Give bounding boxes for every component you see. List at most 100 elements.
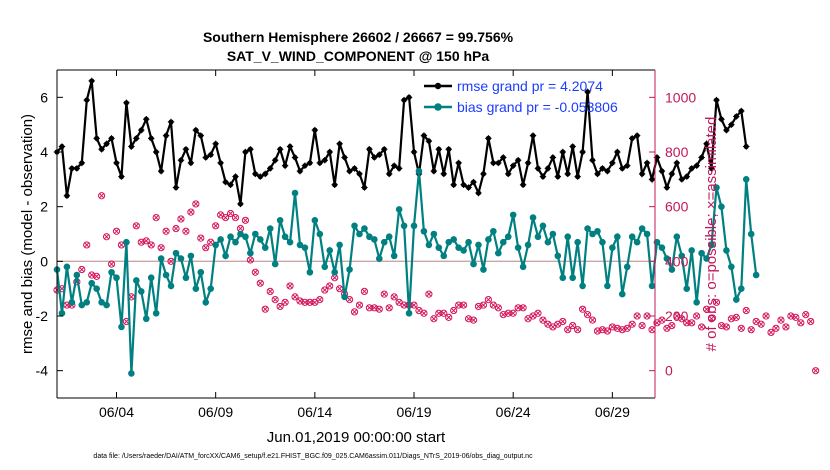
rmse-point-star (534, 165, 542, 172)
rmse-point-star (267, 165, 274, 172)
obs-assimilated-marker (108, 261, 115, 267)
bias-point (157, 255, 165, 262)
obs-assimilated-marker (307, 299, 313, 306)
obs-assimilated-marker (480, 302, 487, 308)
obs-possible-marker (246, 256, 254, 264)
obs-possible-marker (712, 298, 721, 306)
obs-count-point (747, 326, 755, 334)
rmse-point-star (728, 121, 735, 128)
obs-assimilated-marker (723, 324, 730, 330)
obs-count-point (400, 301, 408, 309)
bias-point (623, 263, 631, 271)
obs-possible-marker (603, 327, 611, 335)
bias-point (371, 236, 378, 243)
rmse-point-star (222, 178, 229, 186)
rmse-point-star (386, 170, 393, 178)
obs-possible-marker (757, 320, 765, 328)
obs-assimilated-marker (346, 296, 353, 303)
rmse-point-star (187, 159, 195, 167)
rmse-point-star (296, 167, 304, 175)
obs-possible-marker (375, 305, 383, 313)
rmse-point-star (658, 167, 666, 175)
obs-assimilated-marker (793, 314, 799, 321)
rmse-point-star (688, 165, 695, 172)
obs-possible-marker (142, 237, 150, 245)
legend-rmse-label: rmse grand pr = 4.2074 (457, 78, 603, 94)
obs-possible-marker (157, 244, 165, 252)
bias-point (425, 241, 433, 249)
obs-assimilated-marker (93, 273, 100, 280)
obs-possible-marker (256, 279, 264, 287)
bias-point (564, 233, 572, 241)
obs-assimilated-marker (510, 310, 516, 317)
left-tick-label: 0 (40, 253, 48, 269)
bias-point (693, 299, 700, 306)
obs-assimilated-marker (450, 307, 457, 314)
rmse-series (53, 77, 750, 208)
obs-assimilated-marker (649, 326, 655, 333)
obs-possible-marker (742, 306, 750, 315)
obs-possible-marker (98, 192, 106, 200)
obs-assimilated-marker (783, 324, 789, 330)
rmse-point-star (276, 146, 284, 153)
obs-possible-marker (326, 282, 334, 290)
bias-point (594, 227, 601, 235)
obs-assimilated-marker (460, 302, 467, 308)
obs-count-point (286, 282, 294, 290)
rmse-point-star (351, 165, 358, 172)
rmse-point-star (192, 126, 200, 134)
obs-possible-marker (162, 227, 170, 235)
rmse-line (56, 80, 748, 205)
obs-assimilated-marker (143, 238, 150, 244)
obs-assimilated-marker (713, 299, 720, 306)
obs-possible-marker (306, 298, 314, 306)
obs-possible-marker (202, 244, 210, 252)
obs-possible-marker (316, 296, 324, 304)
obs-possible-marker (197, 234, 205, 242)
obs-count-point (767, 328, 775, 336)
left-tick-label: -4 (36, 363, 49, 379)
obs-possible-marker (802, 311, 810, 319)
obs-assimilated-marker (148, 242, 154, 248)
obs-assimilated-marker (326, 283, 333, 289)
obs-count-point (623, 324, 631, 332)
obs-assimilated-marker (336, 285, 343, 292)
obs-assimilated-marker (644, 313, 650, 319)
rmse-point-star (544, 165, 552, 172)
bias-point (276, 217, 284, 224)
obs-count-point (207, 238, 215, 246)
obs-possible-marker (241, 216, 250, 224)
obs-assimilated-marker (426, 291, 432, 297)
bias-point (351, 222, 358, 230)
obs-assimilated-marker (763, 313, 769, 319)
obs-possible-marker (707, 315, 716, 323)
obs-count-point (251, 268, 259, 276)
obs-assimilated-marker (679, 315, 685, 322)
obs-assimilated-marker (436, 310, 442, 317)
bias-point (133, 277, 140, 284)
obs-assimilated-marker (584, 311, 591, 318)
x-axis-label: Jun.01,2019 00:00:00 start (267, 429, 446, 446)
rmse-point-star (505, 170, 512, 178)
obs-assimilated-marker (411, 302, 417, 308)
obs-assimilated-marker (64, 302, 70, 308)
obs-assimilated-marker (798, 320, 804, 326)
rmse-point-star (336, 140, 343, 147)
obs-possible-marker (564, 326, 572, 334)
obs-assimilated-marker (237, 225, 244, 232)
obs-count-point (435, 309, 443, 317)
rmse-point-star (128, 143, 135, 150)
obs-possible-marker (509, 309, 517, 317)
rmse-point-star (321, 157, 328, 164)
obs-count-point (484, 296, 492, 304)
bias-point (108, 268, 115, 276)
right-axis-ticks: 0 200 400 600 800 1000 (649, 89, 696, 379)
obs-assimilated-marker (703, 306, 710, 312)
obs-assimilated-marker (272, 296, 278, 303)
obs-assimilated-marker (376, 306, 383, 312)
obs-count-point (658, 316, 666, 324)
rmse-point-star (718, 116, 725, 123)
rmse-point-star (83, 96, 90, 104)
obs-possible-marker (291, 293, 299, 301)
obs-count-point (559, 317, 567, 326)
